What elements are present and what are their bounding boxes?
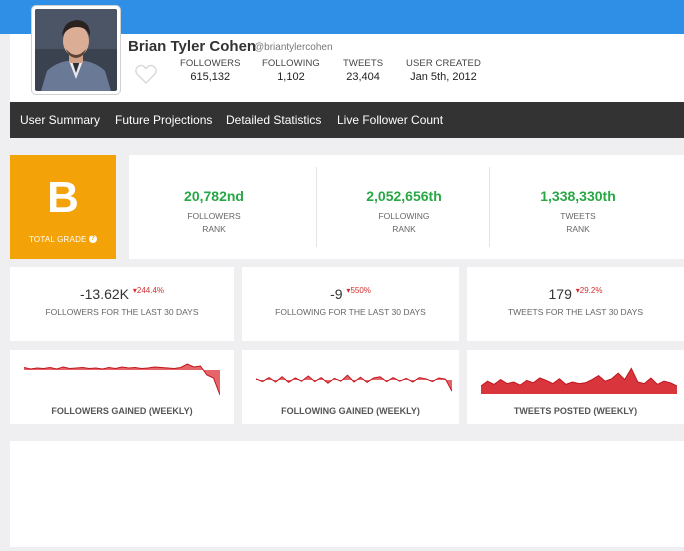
profile-handle[interactable]: @briantylercohen xyxy=(254,42,333,53)
tweets-change-label: TWEETS FOR THE LAST 30 DAYS xyxy=(507,307,644,317)
sparkline-line xyxy=(24,363,220,396)
following-gained-sparkline xyxy=(256,374,452,392)
sparkline-line xyxy=(481,367,677,387)
divider xyxy=(316,167,317,247)
grade-label: TOTAL GRADE xyxy=(28,235,87,244)
tab-live-follower-count[interactable]: Live Follower Count xyxy=(337,113,444,127)
followers-rank: 20,782nd FOLLOWERS RANK xyxy=(184,188,244,234)
total-grade-box: B TOTAL GRADE ? xyxy=(10,155,116,259)
tweets-rank: 1,338,330th TWEETS RANK xyxy=(540,188,616,234)
following-stat: FOLLOWING 1,102 xyxy=(262,58,320,83)
followers-change-delta: ▾244.4% xyxy=(132,286,165,295)
tweets-posted-card: TWEETS POSTED (WEEKLY) xyxy=(467,350,684,424)
profile-name: Brian Tyler Cohen xyxy=(128,38,257,55)
tab-detailed-statistics[interactable]: Detailed Statistics xyxy=(226,113,322,127)
heart-icon[interactable] xyxy=(134,63,158,85)
nav-bar: User Summary Future Projections Detailed… xyxy=(10,102,684,138)
tweets-stat: TWEETS 23,404 xyxy=(343,58,384,83)
following-change-label: FOLLOWING FOR THE LAST 30 DAYS xyxy=(275,307,426,317)
sparkline-area xyxy=(24,364,220,395)
content-panel xyxy=(10,441,684,547)
divider xyxy=(489,167,490,247)
sparkline-area xyxy=(256,375,452,392)
followers-change-card: -13.62K ▾244.4% FOLLOWERS FOR THE LAST 3… xyxy=(10,267,234,341)
following-gained-title: FOLLOWING GAINED (WEEKLY) xyxy=(281,406,420,416)
user-created-stat: USER CREATED Jan 5th, 2012 xyxy=(406,58,481,83)
grade-letter: B xyxy=(47,173,79,222)
profile-header xyxy=(10,34,684,102)
following-change-value: -9 xyxy=(330,286,343,302)
followers-gained-sparkline xyxy=(24,363,220,396)
followers-change-label: FOLLOWERS FOR THE LAST 30 DAYS xyxy=(45,307,199,317)
avatar xyxy=(32,6,120,94)
followers-change-value: -13.62K xyxy=(79,286,129,302)
following-change-delta: ▾550% xyxy=(346,286,371,295)
tab-user-summary[interactable]: User Summary xyxy=(20,113,101,127)
followers-gained-title: FOLLOWERS GAINED (WEEKLY) xyxy=(51,406,193,416)
tab-future-projections[interactable]: Future Projections xyxy=(115,113,213,127)
following-rank: 2,052,656th FOLLOWING RANK xyxy=(366,188,442,234)
tweets-posted-title: TWEETS POSTED (WEEKLY) xyxy=(513,406,638,416)
tweets-change-delta: ▾29.2% xyxy=(575,286,603,295)
tweets-posted-sparkline xyxy=(481,367,677,394)
sparkline-line xyxy=(256,374,452,392)
following-change-card: -9 ▾550% FOLLOWING FOR THE LAST 30 DAYS xyxy=(242,267,459,341)
tweets-change-value: 179 xyxy=(548,286,572,302)
followers-gained-card: FOLLOWERS GAINED (WEEKLY) xyxy=(10,350,234,424)
help-icon[interactable]: ? xyxy=(89,235,98,243)
followers-stat: FOLLOWERS 615,132 xyxy=(180,58,241,83)
rank-panel: 20,782nd FOLLOWERS RANK 2,052,656th FOLL… xyxy=(129,155,684,259)
tweets-change-card: 179 ▾29.2% TWEETS FOR THE LAST 30 DAYS xyxy=(467,267,684,341)
following-gained-card: FOLLOWING GAINED (WEEKLY) xyxy=(242,350,459,424)
profile-photo xyxy=(35,9,117,91)
